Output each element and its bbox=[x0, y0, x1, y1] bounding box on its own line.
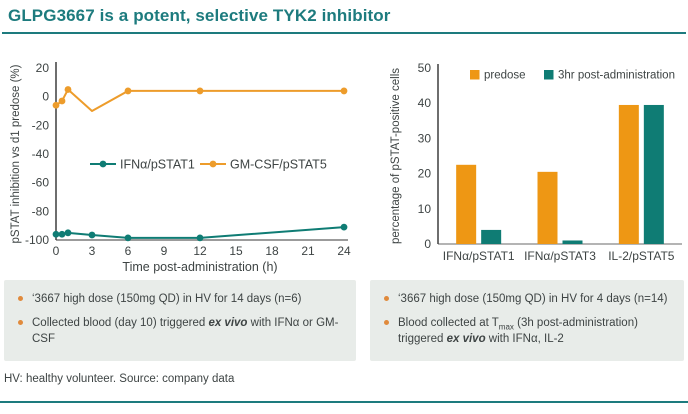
bullet-text: ‘3667 high dose (150mg QD) in HV for 4 d… bbox=[398, 293, 668, 305]
line-chart: 20 0 -20 -40 -60 -80 -100 0 3 6 9 12 15 18 21 24 Time po… bbox=[10, 61, 351, 274]
svg-text:30: 30 bbox=[418, 131, 432, 145]
bullet-dot-icon bbox=[18, 319, 23, 325]
bullet-text: Blood collected at Tmax (3h post-adminis… bbox=[398, 316, 638, 346]
svg-text:-60: -60 bbox=[32, 176, 50, 190]
bullet-text: Collected blood (day 10) triggered ex vi… bbox=[32, 316, 339, 346]
svg-text:12: 12 bbox=[193, 244, 207, 258]
bottom-divider bbox=[0, 401, 688, 403]
svg-text:Time post-administration (h): Time post-administration (h) bbox=[122, 260, 277, 274]
svg-text:18: 18 bbox=[265, 244, 279, 258]
left-info-box: ‘3667 high dose (150mg QD) in HV for 14 … bbox=[4, 280, 356, 361]
svg-text:15: 15 bbox=[229, 244, 243, 258]
svg-text:IFNα/pSTAT1: IFNα/pSTAT1 bbox=[443, 249, 515, 263]
bullet-text: ‘3667 high dose (150mg QD) in HV for 14 … bbox=[32, 293, 302, 305]
bullet-item: ‘3667 high dose (150mg QD) in HV for 14 … bbox=[16, 291, 348, 308]
bullet-item: Blood collected at Tmax (3h post-adminis… bbox=[382, 315, 676, 348]
svg-text:24: 24 bbox=[337, 244, 351, 258]
svg-text:pSTAT inhibition vs d1 predose: pSTAT inhibition vs d1 predose (%) bbox=[10, 64, 22, 243]
svg-text:GM-CSF/pSTAT5: GM-CSF/pSTAT5 bbox=[230, 158, 327, 172]
svg-text:20: 20 bbox=[418, 167, 432, 181]
svg-text:21: 21 bbox=[301, 244, 315, 258]
svg-text:-100: -100 bbox=[25, 233, 49, 247]
svg-text:percentage of pSTAT-positive c: percentage of pSTAT-positive cells bbox=[390, 68, 402, 244]
bullet-dot-icon bbox=[18, 296, 23, 301]
svg-text:IFNα/pSTAT3: IFNα/pSTAT3 bbox=[524, 249, 596, 263]
svg-text:-80: -80 bbox=[32, 204, 50, 218]
svg-text:6: 6 bbox=[125, 244, 132, 258]
bar-chart: 0 10 20 30 40 50 percentage of pSTAT-positive … bbox=[390, 61, 682, 263]
right-info-box: ‘3667 high dose (150mg QD) in HV for 4 d… bbox=[370, 280, 684, 361]
bullet-dot-icon bbox=[384, 319, 389, 325]
right-bullet-list: ‘3667 high dose (150mg QD) in HV for 4 d… bbox=[382, 291, 676, 348]
svg-text:50: 50 bbox=[418, 61, 432, 75]
svg-text:3hr post-administration: 3hr post-administration bbox=[558, 70, 675, 82]
svg-text:-40: -40 bbox=[32, 147, 50, 161]
footnote: HV: healthy volunteer. Source: company d… bbox=[4, 373, 235, 385]
title-divider bbox=[2, 32, 686, 34]
bullet-item: ‘3667 high dose (150mg QD) in HV for 4 d… bbox=[382, 291, 676, 308]
page-title: GLPG3667 is a potent, selective TYK2 inh… bbox=[8, 6, 391, 25]
svg-text:0: 0 bbox=[53, 244, 60, 258]
svg-text:-20: -20 bbox=[32, 118, 50, 132]
svg-text:predose: predose bbox=[484, 70, 526, 82]
bullet-dot-icon bbox=[384, 296, 389, 301]
svg-text:0: 0 bbox=[42, 90, 49, 104]
svg-text:0: 0 bbox=[424, 237, 431, 251]
svg-text:40: 40 bbox=[418, 96, 432, 110]
svg-text:IFNα/pSTAT1: IFNα/pSTAT1 bbox=[120, 158, 195, 172]
svg-text:IL-2/pSTAT5: IL-2/pSTAT5 bbox=[608, 249, 675, 263]
svg-text:9: 9 bbox=[161, 244, 168, 258]
left-bullet-list: ‘3667 high dose (150mg QD) in HV for 14 … bbox=[16, 291, 348, 348]
svg-text:10: 10 bbox=[418, 202, 432, 216]
svg-text:20: 20 bbox=[36, 61, 50, 75]
svg-text:3: 3 bbox=[89, 244, 96, 258]
bullet-item: Collected blood (day 10) triggered ex vi… bbox=[16, 315, 348, 348]
